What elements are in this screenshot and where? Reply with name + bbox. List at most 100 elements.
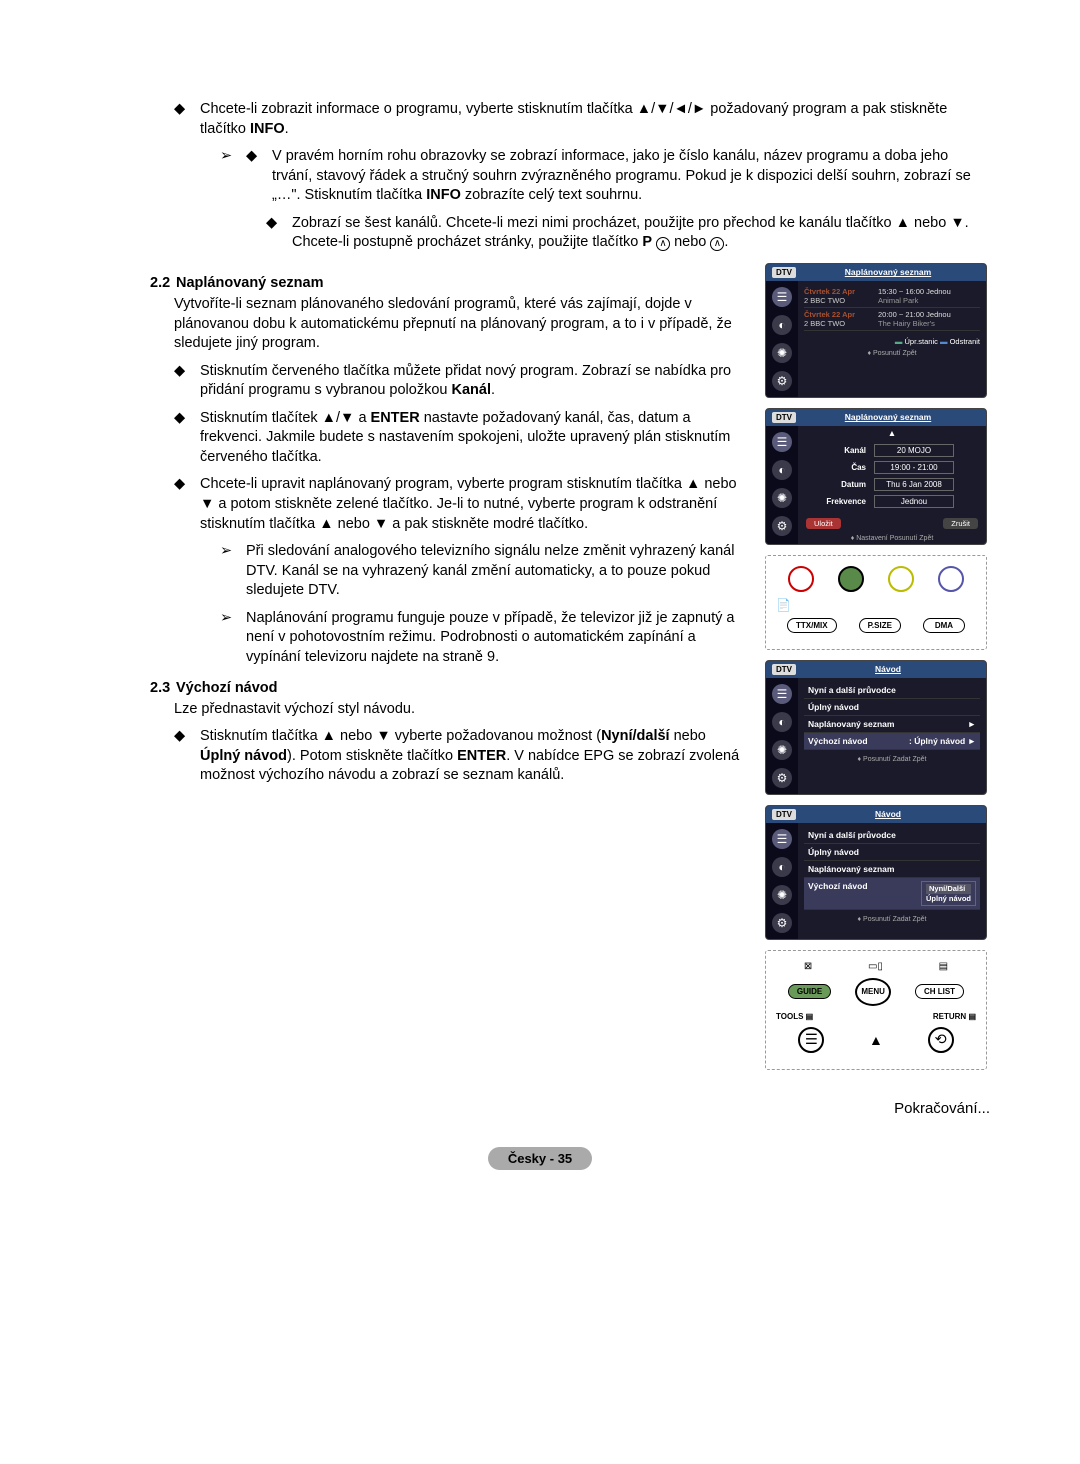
dtv-badge: DTV bbox=[772, 412, 796, 423]
date-label: Datum bbox=[804, 480, 866, 489]
tab-icon[interactable]: ◐ bbox=[772, 460, 792, 480]
osd-title: Naplánovaný seznam bbox=[796, 412, 980, 422]
green-button[interactable] bbox=[838, 566, 864, 592]
text: Chcete-li upravit naplánovaný program, v… bbox=[200, 475, 745, 534]
guide-button[interactable]: GUIDE bbox=[788, 984, 831, 999]
up-arrow-icon[interactable]: ▲ bbox=[869, 1032, 883, 1048]
chlist-button[interactable]: CH LIST bbox=[915, 984, 964, 999]
dtv-badge: DTV bbox=[772, 267, 796, 278]
diamond-bullet: ◆ bbox=[174, 362, 192, 401]
text: Stisknutím tlačítka ▲ nebo ▼ vyberte pož… bbox=[200, 727, 745, 786]
osd-nav: ♦ Posunutí Zadat Zpět bbox=[798, 914, 986, 925]
osd-schedule-form: DTV Naplánovaný seznam ☰ ◐ ✺ ⚙ ▲ Kanál20… bbox=[765, 408, 987, 545]
submenu-now-next[interactable]: Nyní/Další bbox=[926, 884, 971, 894]
date-field[interactable]: Thu 6 Jan 2008 bbox=[874, 478, 954, 491]
diamond-bullet: ◆ bbox=[174, 409, 192, 468]
s22-b2: ◆ Stisknutím tlačítek ▲/▼ a ENTER nastav… bbox=[174, 409, 745, 468]
menu-now-next[interactable]: Nyní a další průvodce bbox=[804, 827, 980, 844]
tab-icon[interactable]: ⚙ bbox=[772, 913, 792, 933]
menu-now-next[interactable]: Nyní a další průvodce bbox=[804, 682, 980, 699]
tab-icon[interactable]: ✺ bbox=[772, 740, 792, 760]
channel-field[interactable]: 20 MOJO bbox=[874, 444, 954, 457]
time-field[interactable]: 19:00 - 21:00 bbox=[874, 461, 954, 474]
tab-icon[interactable]: ⚙ bbox=[772, 768, 792, 788]
osd-tab-column: ☰ ◐ ✺ ⚙ bbox=[766, 678, 798, 794]
diamond-bullet: ◆ bbox=[174, 100, 192, 139]
tab-icon[interactable]: ◐ bbox=[772, 712, 792, 732]
time-label: Čas bbox=[804, 463, 866, 472]
intro-22: Vytvoříte-li seznam plánovaného sledován… bbox=[174, 295, 745, 354]
tab-icon[interactable]: ✺ bbox=[772, 343, 792, 363]
tab-icon[interactable]: ✺ bbox=[772, 488, 792, 508]
osd-title: Návod bbox=[796, 664, 980, 674]
blue-button[interactable] bbox=[938, 566, 964, 592]
schedule-row[interactable]: Čtvrtek 22 Apr 2 BBC TWO 20:00 ~ 21:00 J… bbox=[804, 308, 980, 331]
tab-icon[interactable]: ◐ bbox=[772, 315, 792, 335]
save-button[interactable]: Uložit bbox=[806, 518, 841, 529]
guide-icon[interactable]: ☰ bbox=[772, 829, 792, 849]
page-number-badge: Česky - 35 bbox=[488, 1147, 592, 1170]
osd-guide-menu: DTV Návod ☰ ◐ ✺ ⚙ Nyní a další průvodce … bbox=[765, 660, 987, 795]
s22-n1: ➢ Při sledování analogového televizního … bbox=[220, 542, 745, 601]
osd-tab-column: ☰ ◐ ✺ ⚙ bbox=[766, 823, 798, 939]
freq-label: Frekvence bbox=[804, 497, 866, 506]
remote-colorbtns: 📄 TTX/MIX P.SIZE DMA bbox=[765, 555, 987, 650]
menu-full-guide[interactable]: Úplný návod bbox=[804, 699, 980, 716]
channel-label: Kanál bbox=[804, 446, 866, 455]
tab-icon[interactable]: ✺ bbox=[772, 885, 792, 905]
diamond-bullet: ◆ bbox=[174, 475, 192, 534]
guide-icon[interactable]: ☰ bbox=[772, 287, 792, 307]
red-button[interactable] bbox=[788, 566, 814, 592]
osd-nav: ♦ Nastavení Posunutí Zpět bbox=[798, 533, 986, 544]
return-label: RETURN ▤ bbox=[933, 1012, 976, 1021]
psize-button[interactable]: P.SIZE bbox=[859, 618, 901, 633]
guide-icon[interactable]: ☰ bbox=[772, 684, 792, 704]
text: Při sledování analogového televizního si… bbox=[246, 542, 745, 601]
osd-tab-column: ☰ ◐ ✺ ⚙ bbox=[766, 281, 798, 397]
heading-22: 2.2Naplánovaný seznam bbox=[150, 275, 745, 291]
s22-n2: ➢ Naplánování programu funguje pouze v p… bbox=[220, 609, 745, 668]
text: Stisknutím červeného tlačítka můžete při… bbox=[200, 362, 745, 401]
submenu[interactable]: Nyní/Další Úplný návod bbox=[921, 881, 976, 907]
pointer-icon: ➢ bbox=[220, 609, 238, 668]
para-sub1: ➢ ◆ V pravém horním rohu obrazovky se zo… bbox=[220, 147, 990, 206]
menu-button[interactable]: MENU bbox=[855, 978, 891, 1006]
diamond-bullet: ◆ bbox=[266, 214, 284, 253]
para-sub2: ◆ Zobrazí se šest kanálů. Chcete-li mezi… bbox=[266, 214, 990, 253]
sched-program: The Hairy Biker's bbox=[878, 319, 980, 328]
heading-23: 2.3Výchozí návod bbox=[150, 680, 745, 696]
menu-default-guide[interactable]: Výchozí návod Nyní/Další Úplný návod bbox=[804, 878, 980, 911]
tab-icon[interactable]: ⚙ bbox=[772, 371, 792, 391]
osd-nav: ♦ Posunutí Zadat Zpět bbox=[798, 754, 986, 765]
sched-program: Animal Park bbox=[878, 296, 980, 305]
dtv-badge: DTV bbox=[772, 664, 796, 675]
ttxmix-button[interactable]: TTX/MIX bbox=[787, 618, 837, 633]
remote-small-icon: ⊠ bbox=[804, 961, 812, 972]
edit-label: Úpr.stanic bbox=[905, 337, 938, 346]
delete-label: Odstranit bbox=[950, 337, 980, 346]
text: Chcete-li zobrazit informace o programu,… bbox=[200, 100, 990, 139]
osd-title: Naplánovaný seznam bbox=[796, 267, 980, 277]
text: Zobrazí se šest kanálů. Chcete-li mezi n… bbox=[292, 214, 990, 253]
guide-icon[interactable]: ☰ bbox=[772, 432, 792, 452]
tab-icon[interactable]: ◐ bbox=[772, 857, 792, 877]
menu-scheduled[interactable]: Naplánovaný seznam► bbox=[804, 716, 980, 733]
continuation-text: Pokračování... bbox=[90, 1100, 990, 1117]
sched-channel: 2 BBC TWO bbox=[804, 319, 874, 328]
cancel-button[interactable]: Zrušit bbox=[943, 518, 978, 529]
right-column: DTV Naplánovaný seznam ☰ ◐ ✺ ⚙ Čtvrtek 2… bbox=[765, 263, 990, 1080]
menu-scheduled[interactable]: Naplánovaný seznam bbox=[804, 861, 980, 878]
s22-b1: ◆ Stisknutím červeného tlačítka můžete p… bbox=[174, 362, 745, 401]
menu-full-guide[interactable]: Úplný návod bbox=[804, 844, 980, 861]
dma-button[interactable]: DMA bbox=[923, 618, 965, 633]
tab-icon[interactable]: ⚙ bbox=[772, 516, 792, 536]
schedule-row[interactable]: Čtvrtek 22 Apr 2 BBC TWO 15:30 ~ 16:00 J… bbox=[804, 285, 980, 308]
freq-field[interactable]: Jednou bbox=[874, 495, 954, 508]
text: V pravém horním rohu obrazovky se zobraz… bbox=[272, 147, 990, 206]
submenu-full-guide[interactable]: Úplný návod bbox=[926, 894, 971, 904]
yellow-button[interactable] bbox=[888, 566, 914, 592]
tools-icon-button[interactable]: ☰ bbox=[798, 1027, 824, 1053]
remote-guide: ⊠ ▭▯ ▤ GUIDE MENU CH LIST TOOLS ▤ RETURN… bbox=[765, 950, 987, 1070]
return-icon-button[interactable]: ⟲ bbox=[928, 1027, 954, 1053]
menu-default-guide[interactable]: Výchozí návod: Úplný návod ► bbox=[804, 733, 980, 750]
